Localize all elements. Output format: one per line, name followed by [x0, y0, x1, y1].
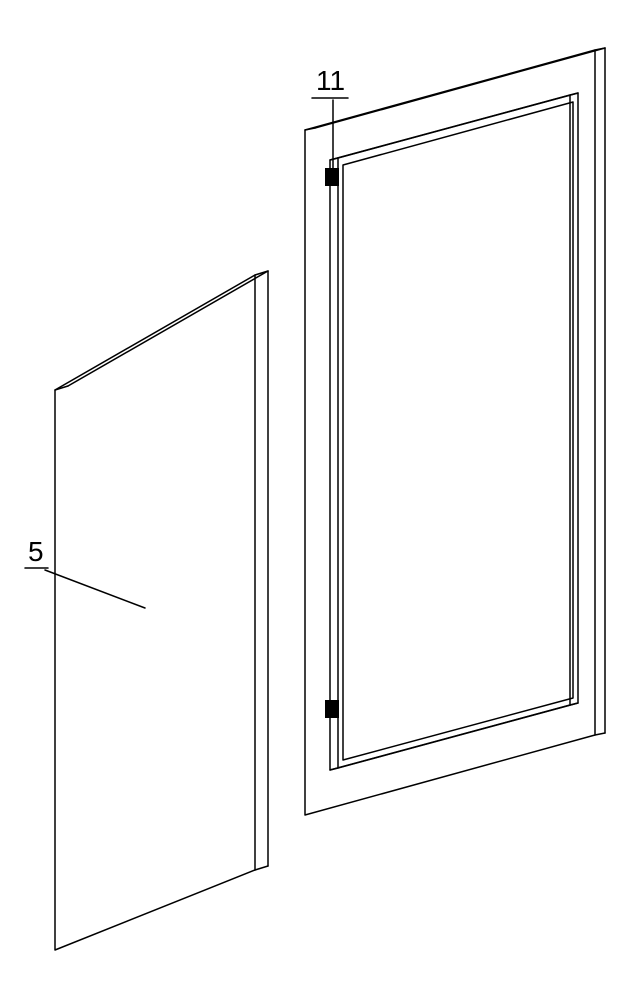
frame-inner-back [338, 93, 578, 768]
frame-inner-depth-bl [330, 768, 338, 770]
label-5: 5 [28, 536, 44, 568]
panel-depth-right-bottom [255, 866, 268, 870]
hinge-top [325, 168, 339, 186]
leader-line-5 [45, 570, 145, 608]
label-11: 11 [316, 65, 345, 97]
technical-diagram: 11 5 [0, 0, 643, 1000]
frame-depth-top-left [305, 128, 315, 130]
panel-object [55, 271, 268, 950]
frame-depth-top-back [315, 48, 605, 128]
frame-inner-depth-tl [330, 158, 338, 160]
frame-outer-front [305, 50, 595, 815]
frame-inner-lip [343, 102, 573, 760]
diagram-svg [0, 0, 643, 1000]
frame-object [305, 48, 605, 815]
frame-inner-opening [330, 95, 570, 770]
hinge-bottom [325, 700, 339, 718]
panel-depth-top-back [68, 271, 268, 386]
frame-depth-right-bottom [595, 733, 605, 735]
